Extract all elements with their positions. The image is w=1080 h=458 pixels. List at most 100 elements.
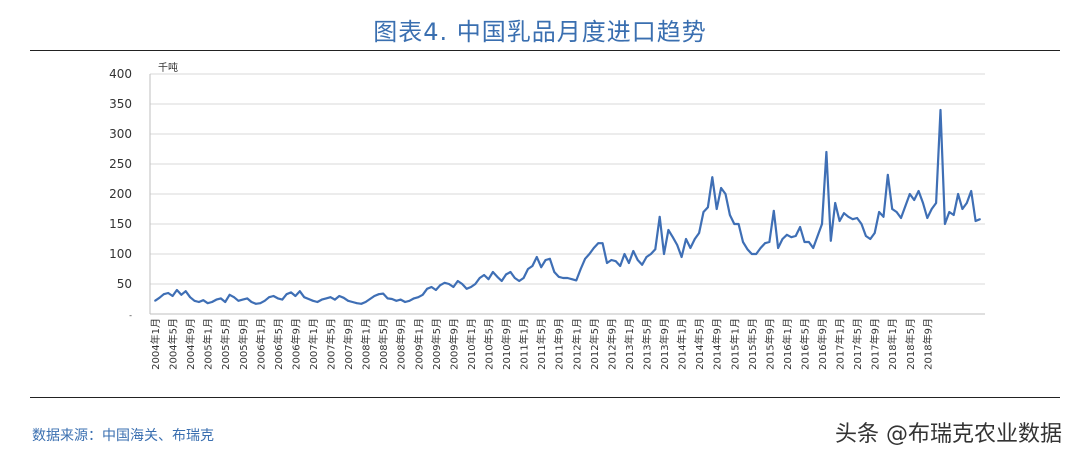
data-point [597,242,600,245]
data-point [970,190,973,192]
data-point [347,299,349,302]
data-point [386,297,389,300]
data-point [430,286,433,288]
data-point [838,220,841,222]
data-point [913,199,916,201]
data-point [399,298,402,301]
data-point [759,247,762,249]
data-point [908,193,911,195]
data-point [566,277,569,279]
data-point [250,301,253,303]
x-tick-label: 2017年9月 [869,318,882,370]
data-point [426,287,428,290]
y-tick-label: 250 [109,157,132,171]
data-point [540,266,543,269]
data-point [843,212,845,215]
data-point [926,217,929,219]
x-tick-label: 2004年1月 [149,318,162,370]
x-tick-label: 2011年9月 [553,318,566,370]
data-points [154,109,981,305]
data-point [742,241,744,243]
x-tick-labels: 2004年1月 2004年5月 2004年9月 2005年1月 2005年5月 2005年… [149,318,934,370]
x-tick-label: 2010年5月 [483,318,496,370]
data-point [816,235,819,237]
data-point [263,299,266,302]
data-point [755,253,758,255]
data-point [702,211,705,213]
data-point [786,233,788,236]
y-tick-label: 100 [109,247,132,261]
data-point [592,247,595,249]
data-point [500,280,503,282]
axes [149,74,985,315]
data-point [272,295,275,297]
data-point [369,298,371,300]
x-tick-label: 2009年1月 [412,318,425,370]
data-point [189,296,192,299]
data-point [312,299,314,302]
data-point [487,278,490,281]
data-point [891,208,894,210]
x-tick-label: 2012年5月 [588,318,601,370]
data-point [298,290,301,293]
x-tick-label: 2009年9月 [447,318,460,370]
data-point [821,223,823,225]
data-point [417,296,420,299]
data-point [351,301,354,303]
x-tick-label: 2012年1月 [570,318,583,370]
data-point [807,241,810,243]
data-point [320,298,323,301]
data-point [509,271,512,273]
x-tick-label: 2007年1月 [307,318,320,370]
x-tick-label: 2013年5月 [640,318,653,370]
data-point [329,296,332,299]
data-point [628,262,630,264]
data-point [391,298,393,300]
data-point [803,241,806,243]
data-point [575,279,578,282]
x-tick-label: 2014年5月 [693,318,706,370]
data-point [847,215,850,218]
data-point [544,259,547,261]
x-tick-label: 2005年1月 [202,318,215,370]
data-point [768,241,771,243]
data-point [882,215,885,218]
data-point [851,218,854,221]
data-point [619,265,622,267]
data-point [202,299,205,302]
data-point [259,302,262,305]
data-point [233,296,235,299]
data-point [171,295,174,297]
data-point [799,226,801,228]
x-tick-label: 2013年9月 [658,318,671,370]
x-tick-label: 2015年9月 [763,318,776,370]
data-point [474,283,477,285]
data-point [483,274,486,276]
x-tick-label: 2005年5月 [219,318,232,370]
data-point [632,250,635,252]
data-point [470,286,472,288]
data-point [355,302,358,305]
data-point [527,268,529,270]
data-point [606,262,608,264]
data-point [601,242,604,245]
data-point [794,235,797,237]
x-tick-label: 2015年5月 [746,318,759,370]
data-point [614,260,617,263]
data-point [728,214,731,216]
data-point [413,297,415,300]
data-point [334,298,336,301]
x-tick-label: 2011年1月 [518,318,531,370]
data-point [154,299,156,302]
data-point [667,229,670,231]
x-tick-label: 2004年9月 [184,318,197,370]
data-point [584,257,586,260]
data-point [685,238,687,240]
data-point [557,275,560,278]
chart-title: 图表4. 中国乳品月度进口趋势 [373,18,707,46]
data-point [649,253,652,255]
data-point [948,211,951,213]
data-point [535,256,538,258]
data-point [491,271,494,273]
